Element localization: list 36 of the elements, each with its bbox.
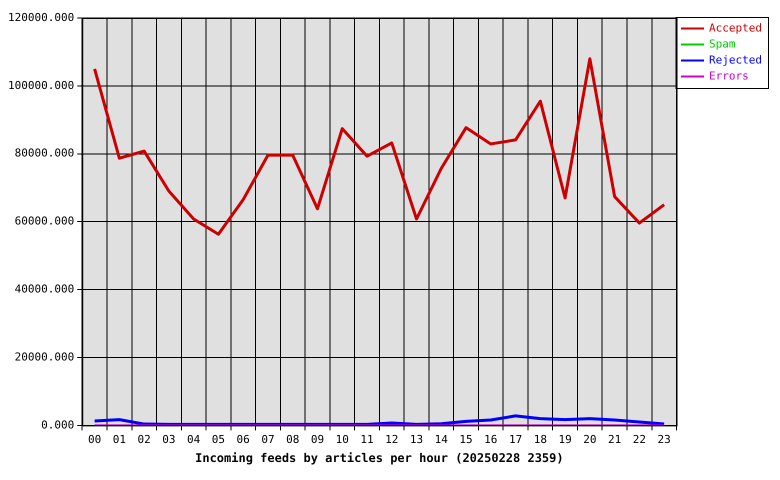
x-tick-label: 00 xyxy=(88,432,102,446)
y-tick-label: 80000.000 xyxy=(14,146,74,160)
y-tick-label: 40000.000 xyxy=(14,282,74,296)
x-tick-label: 04 xyxy=(187,432,201,446)
x-tick-label: 07 xyxy=(261,432,275,446)
x-tick-label: 02 xyxy=(138,432,151,446)
x-tick-label: 14 xyxy=(434,432,448,446)
x-tick-label: 05 xyxy=(212,432,226,446)
x-tick-label: 11 xyxy=(360,432,374,446)
x-tick-label: 01 xyxy=(112,432,126,446)
y-tick-label: 120000.000 xyxy=(8,10,74,24)
x-tick-label: 15 xyxy=(459,432,473,446)
x-tick-label: 09 xyxy=(310,432,324,446)
x-tick-label: 16 xyxy=(484,432,498,446)
legend-label: Spam xyxy=(709,37,736,50)
y-tick-label: 100000.000 xyxy=(8,78,74,92)
legend-label: Rejected xyxy=(709,53,762,66)
y-tick-label: 0.000 xyxy=(41,418,74,432)
legend-label: Errors xyxy=(709,69,749,82)
x-tick-label: 12 xyxy=(385,432,398,446)
x-tick-label: 10 xyxy=(336,432,349,446)
x-tick-label: 13 xyxy=(410,432,424,446)
x-tick-label: 23 xyxy=(658,432,671,446)
x-tick-label: 08 xyxy=(286,432,300,446)
y-tick-label: 20000.000 xyxy=(14,350,74,364)
x-axis-title: Incoming feeds by articles per hour (20250228 2359) xyxy=(195,450,564,465)
y-tick-label: 60000.000 xyxy=(14,214,74,228)
x-tick-label: 21 xyxy=(608,432,622,446)
x-tick-label: 19 xyxy=(558,432,572,446)
x-tick-label: 18 xyxy=(534,432,547,446)
x-tick-label: 20 xyxy=(583,432,596,446)
x-tick-label: 06 xyxy=(236,432,250,446)
x-tick-label: 17 xyxy=(508,432,522,446)
x-tick-label: 03 xyxy=(162,432,176,446)
legend-label: Accepted xyxy=(709,21,762,34)
x-tick-label: 22 xyxy=(632,432,646,446)
